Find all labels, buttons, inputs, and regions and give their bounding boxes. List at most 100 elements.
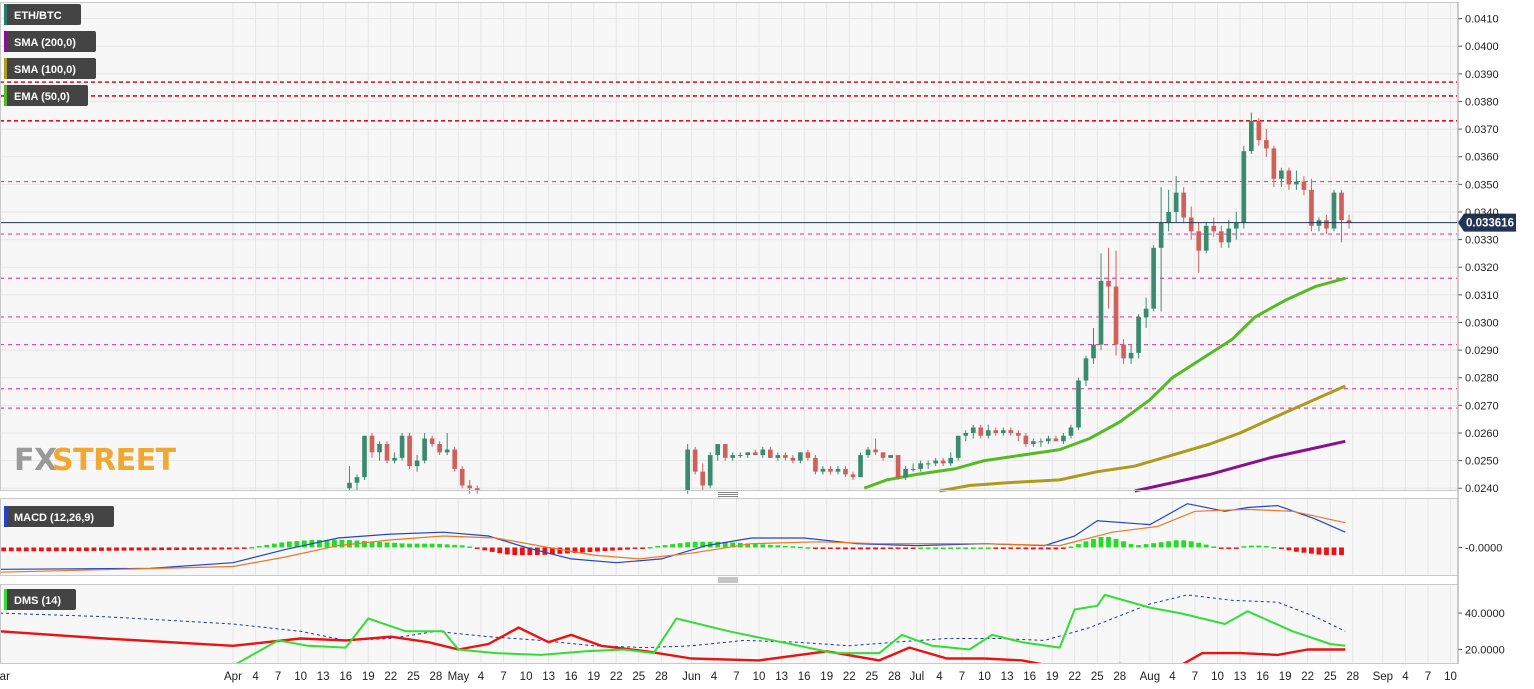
macd-histogram-bar [948,547,954,549]
candle-body [1158,223,1164,248]
macd-histogram-bar [114,547,119,551]
candle-bearish [828,466,833,475]
sma-200-0-line [1134,439,1346,493]
candle-bearish [978,424,984,439]
date-axis[interactable]: Mar Apr 4 7 10 13 16 19 22 25 28 May 4 7 10 13 16 19 22 25 2… [0,671,1457,683]
legend-eth-btc-label: ETH/BTC [14,10,62,22]
legend-dms-label: DMS (14) [14,595,61,607]
macd-histogram-bar [166,547,172,551]
dms-plus-di-line [0,593,1346,664]
date-tick-label: 7 [959,671,965,683]
horizontal-levels [0,81,1458,409]
macd-histogram-bar [1339,547,1344,556]
candle-body [752,452,758,456]
macd-histogram-bar [760,544,766,548]
legend-macd-label: MACD (12,26,9) [14,512,94,524]
macd-histogram-bar [106,547,112,551]
macd-histogram-bar [369,541,375,548]
candle-bearish [1339,189,1344,243]
legend-ema-50-label: EMA (50,0) [14,91,70,103]
macd-histogram-bar [722,541,728,548]
candle-body [414,460,420,467]
macd-histogram-bar [1030,547,1036,550]
macd-histogram-bar [271,543,277,548]
date-tick-label: 16 [1256,671,1269,683]
candle-bearish [790,455,796,464]
candle-body [369,435,375,453]
date-tick-label: 22 [1068,671,1081,683]
macd-histogram-bar [970,547,976,549]
macd-histogram-bar [1324,547,1329,556]
panel-border [0,498,1458,576]
candle-bearish [452,446,458,472]
macd-histogram-bar [993,547,999,549]
macd-histogram-bar [1331,547,1337,556]
macd-histogram-bar [1166,541,1172,548]
candle-bearish [1023,432,1029,447]
candle-bearish [1211,217,1217,237]
candle-body [1324,220,1329,229]
legend-ema-50[interactable]: EMA (50,0) [4,85,88,106]
candle-body [685,449,690,491]
candle-body [1301,181,1307,190]
candle-body [1264,140,1269,149]
legend-sma-100[interactable]: SMA (100,0) [4,58,96,79]
candle-body [1203,225,1209,251]
price-tick-label: 0.0390 [1465,69,1499,81]
macd-histogram-bar [797,546,803,549]
candle-body [422,438,427,461]
candle-bearish [1121,339,1126,364]
macd-histogram-bar [888,547,893,549]
macd-histogram-bar [1128,544,1134,548]
candle-bullish [918,460,923,472]
macd-histogram-bar [790,546,796,548]
candle-bearish [783,452,788,461]
legend-macd[interactable]: MACD (12,26,9) [4,506,114,527]
dms-tick-label: 20.0000 [1465,644,1505,656]
macd-histogram-bar [677,543,683,548]
candle-bullish [392,452,397,464]
legend-dms[interactable]: DMS (14) [4,589,76,610]
macd-histogram-bar [196,547,202,550]
macd-histogram-bar [204,547,210,550]
current-price-badge [1458,213,1516,232]
macd-series [0,503,1346,573]
candle-body [903,468,908,478]
candle-bullish [910,463,916,472]
price-axis[interactable]: 0.0240 0.0250 0.0260 0.0270 0.0280 0.0290 0.03… [1457,2,1505,664]
candle-body [737,455,743,457]
candle-body [1346,220,1352,224]
candle-body [1331,192,1337,229]
candle-body [993,430,999,433]
legend-sma-100-swatch [4,58,7,79]
panel-separators[interactable] [0,2,1458,664]
dms-panel-bg [0,584,1458,664]
legend-sma-100-box [4,58,96,79]
candle-bearish [692,446,698,475]
candle-body [745,452,751,456]
candle-body [1241,151,1247,224]
panel-resize-handle[interactable] [718,492,738,497]
date-tick-label: 10 [1444,671,1457,683]
macd-histogram-bar [339,539,345,548]
macd-histogram-bar [452,544,458,548]
candle-bearish [1196,223,1202,273]
macd-histogram-bar [1151,543,1157,548]
candle-body [978,427,984,436]
candle-body [459,468,465,486]
candle-body [768,449,773,458]
panel-resize-handle[interactable] [718,577,738,583]
sma-100-0-line [939,384,1346,493]
legend-eth-btc[interactable]: ETH/BTC [4,4,81,25]
legend-sma-200[interactable]: SMA (200,0) [4,31,96,52]
macd-histogram-bar [249,546,255,549]
macd-histogram-bar [1000,547,1006,549]
macd-histogram-bar [1211,546,1217,549]
macd-histogram-bar [84,547,89,552]
candle-body [1143,308,1149,317]
legend-macd-swatch [4,506,7,527]
candle-body [1309,189,1314,226]
macd-histogram-bar [1173,540,1179,548]
price-tick-label: 0.0280 [1465,373,1499,385]
candle-bearish [805,449,811,461]
